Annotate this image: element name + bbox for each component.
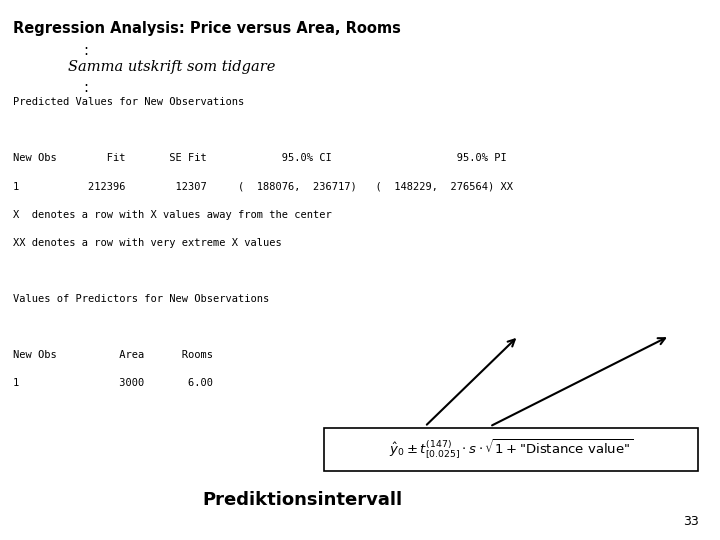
Text: Prediktionsintervall: Prediktionsintervall <box>202 491 402 509</box>
Bar <box>324 428 698 471</box>
Text: Values of Predictors for New Observations: Values of Predictors for New Observation… <box>13 294 269 304</box>
Text: New Obs        Fit       SE Fit            95.0% CI                    95.0% PI: New Obs Fit SE Fit 95.0% CI 95.0% PI <box>13 153 507 164</box>
Text: :: : <box>83 80 88 95</box>
Text: $\hat{y}_0 \pm t_{[0.025]}^{(147)} \cdot s \cdot \sqrt{1+\text{"Distance value"}: $\hat{y}_0 \pm t_{[0.025]}^{(147)} \cdot… <box>389 437 634 461</box>
Text: 33: 33 <box>683 515 698 528</box>
Text: 1           212396        12307     (  188076,  236717)   (  148229,  276564) XX: 1 212396 12307 ( 188076, 236717) ( 14822… <box>13 181 513 192</box>
Text: Regression Analysis: Price versus Area, Rooms: Regression Analysis: Price versus Area, … <box>13 21 401 36</box>
Text: X  denotes a row with X values away from the center: X denotes a row with X values away from … <box>13 210 332 220</box>
Text: Predicted Values for New Observations: Predicted Values for New Observations <box>13 97 244 107</box>
Text: :: : <box>83 43 88 58</box>
Text: Samma utskrift som tidgare: Samma utskrift som tidgare <box>68 60 276 75</box>
Text: New Obs          Area      Rooms: New Obs Area Rooms <box>13 350 213 360</box>
Text: 1                3000       6.00: 1 3000 6.00 <box>13 378 213 388</box>
Text: XX denotes a row with very extreme X values: XX denotes a row with very extreme X val… <box>13 238 282 248</box>
